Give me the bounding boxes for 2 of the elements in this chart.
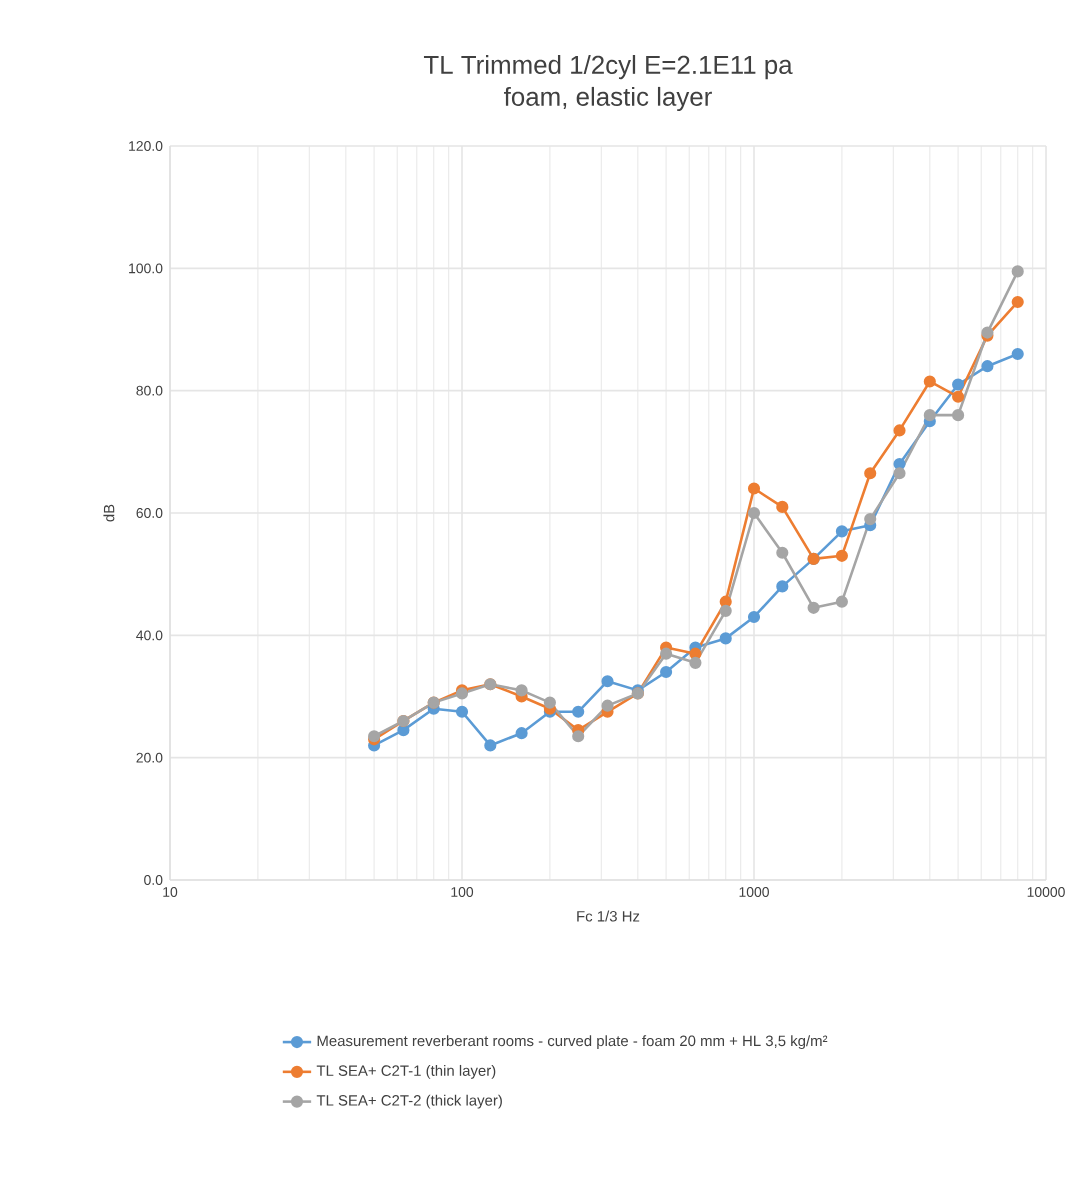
chart-subtitle: foam, elastic layer: [504, 86, 712, 112]
chart-title: TL Trimmed 1/2cyl E=2.1E11 pa: [423, 55, 793, 80]
